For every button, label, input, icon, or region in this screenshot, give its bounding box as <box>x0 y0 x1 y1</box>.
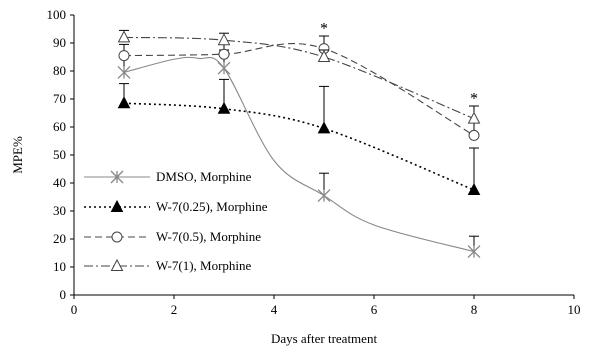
y-tick-label: 40 <box>53 175 66 190</box>
legend-label: W-7(0.25), Morphine <box>156 199 268 214</box>
series-line-path <box>123 102 475 191</box>
data-point <box>467 182 481 195</box>
y-tick-label: 60 <box>53 119 66 134</box>
legend-item-1: DMSO, Morphine <box>84 169 252 184</box>
y-ticks: 0 10 20 30 40 50 60 70 80 90 100 <box>47 7 74 302</box>
data-point <box>317 189 331 203</box>
marker-shape <box>218 48 230 60</box>
x-tick-label: 8 <box>471 302 478 317</box>
marker-shape <box>111 231 123 243</box>
marker-shape <box>467 182 481 195</box>
series-1-line <box>123 56 475 253</box>
y-tick-label: 70 <box>53 91 66 106</box>
data-point <box>117 96 131 109</box>
x-axis: Days after treatment <box>74 294 574 346</box>
y-tick-label: 20 <box>53 231 66 246</box>
data-point <box>218 48 230 60</box>
series-2-points <box>117 78 481 195</box>
data-point <box>317 49 331 62</box>
legend: DMSO, Morphine W-7(0.25), Morphine W-7(0.5… <box>84 169 268 273</box>
x-tick-label: 4 <box>271 302 278 317</box>
legend-marker <box>111 231 123 243</box>
series-layer <box>117 29 481 259</box>
data-point <box>118 50 130 62</box>
legend-item-4: W-7(1), Morphine <box>84 258 252 273</box>
series-2-line <box>123 102 475 191</box>
data-point <box>217 101 231 114</box>
series-line-path <box>123 43 475 136</box>
series-3-points <box>118 35 480 141</box>
y-tick-label: 80 <box>53 63 66 78</box>
marker-shape <box>118 50 130 62</box>
series-4-points <box>117 29 481 124</box>
y-tick-label: 0 <box>60 287 67 302</box>
series-line-path <box>123 56 475 253</box>
x-tick-label: 2 <box>171 302 178 317</box>
y-tick-label: 90 <box>53 35 66 50</box>
legend-marker <box>110 199 124 212</box>
data-point <box>317 121 331 134</box>
y-tick-label: 10 <box>53 259 66 274</box>
data-point <box>467 111 481 124</box>
legend-item-3: W-7(0.5), Morphine <box>84 229 261 244</box>
marker-shape <box>110 199 124 212</box>
x-tick-label: 0 <box>71 302 78 317</box>
series-3-line <box>123 43 475 136</box>
y-axis-title: MPE% <box>10 136 25 174</box>
marker-shape <box>467 111 481 124</box>
x-tick-label: 6 <box>371 302 378 317</box>
marker-shape <box>468 129 480 141</box>
series-1-points <box>117 49 481 259</box>
data-point <box>468 129 480 141</box>
series-line-path <box>123 36 475 120</box>
y-tick-label: 50 <box>53 147 66 162</box>
marker-shape <box>317 121 331 134</box>
annotations: ** <box>320 21 478 108</box>
data-point <box>467 245 481 259</box>
x-axis-title: Days after treatment <box>271 331 378 346</box>
data-point <box>217 61 231 75</box>
data-point <box>117 30 131 43</box>
legend-label: W-7(0.5), Morphine <box>156 229 261 244</box>
data-point <box>117 65 131 79</box>
marker-shape <box>110 258 124 271</box>
marker-shape <box>217 33 231 46</box>
significance-mark: * <box>470 91 478 108</box>
x-ticks: 0 2 4 6 8 10 <box>71 295 581 317</box>
legend-marker <box>110 258 124 271</box>
y-tick-label: 100 <box>47 7 67 22</box>
legend-label: DMSO, Morphine <box>156 169 252 184</box>
x-tick-label: 10 <box>568 302 581 317</box>
marker-shape <box>217 101 231 114</box>
legend-marker <box>110 170 124 184</box>
marker-shape <box>317 49 331 62</box>
series-4-line <box>123 36 475 120</box>
data-point <box>217 33 231 46</box>
marker-shape <box>117 96 131 109</box>
legend-label: W-7(1), Morphine <box>156 258 252 273</box>
legend-item-2: W-7(0.25), Morphine <box>84 199 268 214</box>
significance-mark: * <box>320 21 328 38</box>
y-tick-label: 30 <box>53 203 66 218</box>
marker-shape <box>117 30 131 43</box>
